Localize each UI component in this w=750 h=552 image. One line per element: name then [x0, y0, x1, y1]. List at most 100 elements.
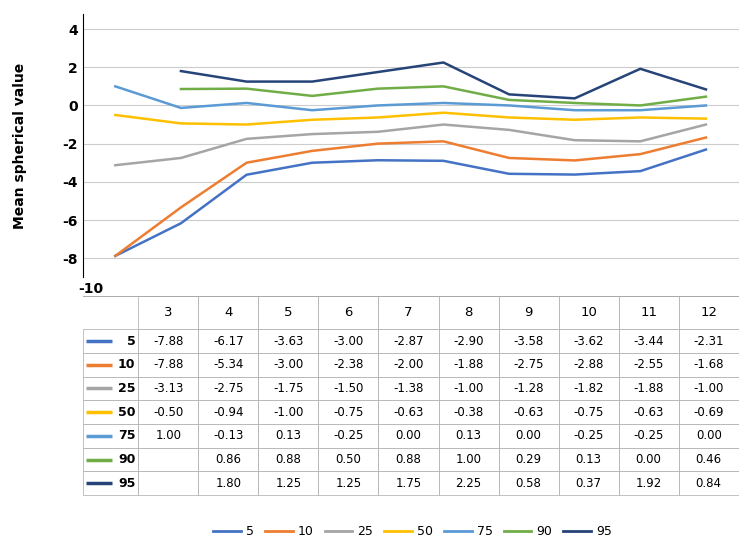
- Text: -0.13: -0.13: [213, 429, 244, 442]
- FancyBboxPatch shape: [439, 448, 499, 471]
- Text: -1.50: -1.50: [333, 382, 364, 395]
- Text: 1.25: 1.25: [335, 477, 362, 490]
- Text: 12: 12: [700, 306, 717, 319]
- Text: 11: 11: [640, 306, 657, 319]
- Text: -1.28: -1.28: [513, 382, 544, 395]
- Text: -1.00: -1.00: [694, 382, 724, 395]
- Text: 0.13: 0.13: [576, 453, 602, 466]
- FancyBboxPatch shape: [82, 329, 138, 353]
- FancyBboxPatch shape: [198, 424, 258, 448]
- FancyBboxPatch shape: [379, 296, 439, 329]
- Text: 0.37: 0.37: [576, 477, 602, 490]
- Text: 0.13: 0.13: [275, 429, 302, 442]
- FancyBboxPatch shape: [198, 353, 258, 376]
- FancyBboxPatch shape: [679, 329, 739, 353]
- FancyBboxPatch shape: [499, 424, 559, 448]
- Text: -7.88: -7.88: [153, 358, 184, 371]
- Text: 95: 95: [118, 477, 136, 490]
- FancyBboxPatch shape: [439, 424, 499, 448]
- Text: 1.25: 1.25: [275, 477, 302, 490]
- FancyBboxPatch shape: [619, 448, 679, 471]
- Text: 0.88: 0.88: [275, 453, 302, 466]
- Text: 75: 75: [118, 429, 136, 442]
- FancyBboxPatch shape: [138, 471, 198, 495]
- FancyBboxPatch shape: [499, 471, 559, 495]
- FancyBboxPatch shape: [559, 471, 619, 495]
- Text: -1.68: -1.68: [694, 358, 724, 371]
- Text: 8: 8: [464, 306, 472, 319]
- FancyBboxPatch shape: [198, 448, 258, 471]
- Text: -1.82: -1.82: [574, 382, 604, 395]
- Text: 90: 90: [118, 453, 136, 466]
- FancyBboxPatch shape: [499, 448, 559, 471]
- Text: -2.75: -2.75: [213, 382, 244, 395]
- Text: -2.87: -2.87: [393, 335, 424, 348]
- Text: 5: 5: [284, 306, 292, 319]
- FancyBboxPatch shape: [619, 400, 679, 424]
- Text: 0.84: 0.84: [696, 477, 721, 490]
- FancyBboxPatch shape: [619, 471, 679, 495]
- Text: -10: -10: [79, 282, 104, 296]
- FancyBboxPatch shape: [379, 353, 439, 376]
- FancyBboxPatch shape: [82, 400, 138, 424]
- Text: -2.88: -2.88: [574, 358, 604, 371]
- Text: -3.63: -3.63: [273, 335, 304, 348]
- FancyBboxPatch shape: [559, 376, 619, 400]
- FancyBboxPatch shape: [619, 376, 679, 400]
- FancyBboxPatch shape: [619, 296, 679, 329]
- FancyBboxPatch shape: [258, 448, 319, 471]
- Text: -3.00: -3.00: [273, 358, 304, 371]
- FancyBboxPatch shape: [499, 296, 559, 329]
- Text: 25: 25: [118, 382, 136, 395]
- Text: 1.75: 1.75: [395, 477, 422, 490]
- Text: 1.92: 1.92: [635, 477, 662, 490]
- Y-axis label: Mean spherical value: Mean spherical value: [13, 62, 27, 229]
- Text: 10: 10: [118, 358, 136, 371]
- FancyBboxPatch shape: [319, 376, 379, 400]
- Text: 6: 6: [344, 306, 352, 319]
- Text: -2.75: -2.75: [513, 358, 544, 371]
- FancyBboxPatch shape: [198, 400, 258, 424]
- Text: -2.38: -2.38: [333, 358, 364, 371]
- FancyBboxPatch shape: [559, 448, 619, 471]
- FancyBboxPatch shape: [619, 424, 679, 448]
- FancyBboxPatch shape: [82, 471, 138, 495]
- Text: 0.13: 0.13: [455, 429, 482, 442]
- FancyBboxPatch shape: [499, 376, 559, 400]
- Text: -0.50: -0.50: [153, 406, 184, 418]
- Legend: 5, 10, 25, 50, 75, 90, 95: 5, 10, 25, 50, 75, 90, 95: [209, 520, 616, 543]
- Text: 5: 5: [127, 335, 136, 348]
- FancyBboxPatch shape: [439, 296, 499, 329]
- Text: 0.29: 0.29: [515, 453, 541, 466]
- FancyBboxPatch shape: [439, 353, 499, 376]
- Text: -2.00: -2.00: [393, 358, 424, 371]
- Text: -3.00: -3.00: [333, 335, 364, 348]
- FancyBboxPatch shape: [679, 471, 739, 495]
- FancyBboxPatch shape: [499, 400, 559, 424]
- FancyBboxPatch shape: [679, 353, 739, 376]
- Text: 3: 3: [164, 306, 172, 319]
- Text: -2.90: -2.90: [453, 335, 484, 348]
- Text: -1.75: -1.75: [273, 382, 304, 395]
- Text: -2.31: -2.31: [694, 335, 724, 348]
- FancyBboxPatch shape: [619, 329, 679, 353]
- FancyBboxPatch shape: [258, 424, 319, 448]
- Text: -0.75: -0.75: [333, 406, 364, 418]
- FancyBboxPatch shape: [559, 424, 619, 448]
- FancyBboxPatch shape: [439, 400, 499, 424]
- FancyBboxPatch shape: [198, 376, 258, 400]
- FancyBboxPatch shape: [379, 424, 439, 448]
- FancyBboxPatch shape: [559, 296, 619, 329]
- FancyBboxPatch shape: [319, 400, 379, 424]
- FancyBboxPatch shape: [379, 471, 439, 495]
- Text: -3.62: -3.62: [574, 335, 604, 348]
- FancyBboxPatch shape: [82, 424, 138, 448]
- Text: -0.63: -0.63: [634, 406, 664, 418]
- FancyBboxPatch shape: [439, 329, 499, 353]
- FancyBboxPatch shape: [258, 353, 319, 376]
- Text: 9: 9: [524, 306, 532, 319]
- Text: 1.00: 1.00: [155, 429, 182, 442]
- FancyBboxPatch shape: [258, 329, 319, 353]
- FancyBboxPatch shape: [258, 376, 319, 400]
- FancyBboxPatch shape: [499, 329, 559, 353]
